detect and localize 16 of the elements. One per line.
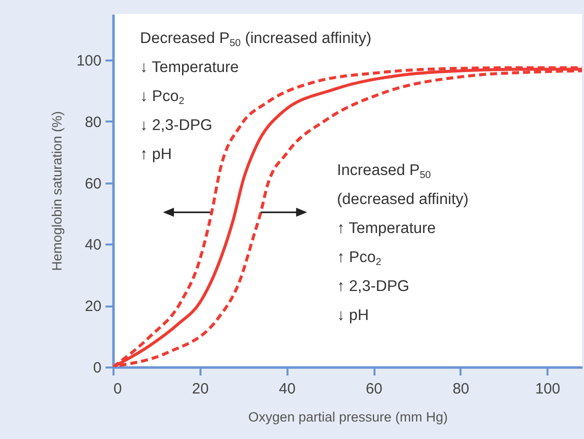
- y-tick-label: 20: [84, 298, 102, 316]
- annotation: Decreased P$_{50}$ (increased affinity) ↓ Temperature ↓ Pco$_{2}$ ↓ 2,3-DPG ↑ pH: [140, 30, 372, 163]
- y-tick-label: 100: [76, 52, 102, 70]
- y-tick-label: 60: [84, 175, 102, 192]
- x-tick-label: 40: [278, 380, 296, 398]
- x-tick-label: 100: [535, 380, 560, 398]
- x-tick-label: 60: [366, 380, 382, 398]
- x-tick-label: 80: [452, 380, 470, 398]
- y-tick-label: 40: [84, 236, 102, 254]
- x-tick-label: 0: [114, 380, 122, 398]
- y-tick-label: 80: [84, 114, 102, 131]
- annotation: Increased P$_{50}$ (decreased affinity) ↑ Temperature ↑ Pco$_{2}$ ↑ 2,3-DPG ↓ pH: [337, 161, 469, 326]
- y-axis-title: Hemoglobin saturation (%): [49, 111, 64, 271]
- x-tick-label: 20: [192, 380, 209, 398]
- x-axis-title: Oxygen partial pressure (mm Hg): [248, 410, 448, 424]
- y-tick-label: 0: [93, 360, 102, 376]
